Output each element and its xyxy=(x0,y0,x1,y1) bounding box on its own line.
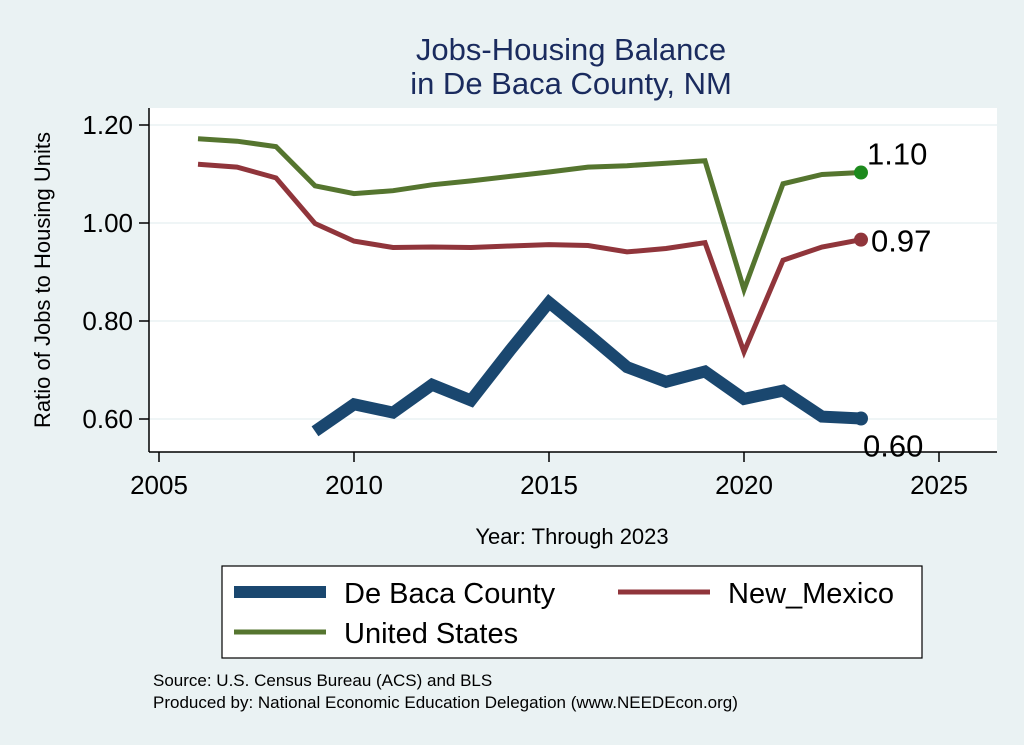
y-tick-label-0.80: 0.80 xyxy=(82,306,133,336)
legend-box xyxy=(221,565,923,659)
source-line: Source: U.S. Census Bureau (ACS) and BLS xyxy=(153,671,492,690)
y-axis-title: Ratio of Jobs to Housing Units xyxy=(30,132,55,428)
end-marker-de-baca-county xyxy=(854,411,868,426)
chart-title-line-2: in De Baca County, NM xyxy=(410,66,732,101)
x-tick-label-2025: 2025 xyxy=(910,470,968,500)
series-line-united-states xyxy=(197,136,862,298)
x-axis-title: Year: Through 2023 xyxy=(475,524,668,549)
x-tick-label-2015: 2015 xyxy=(520,470,578,500)
series-line-de-baca-county xyxy=(311,293,862,437)
legend: De Baca County New_Mexico United States xyxy=(221,565,923,659)
producer-line: Produced by: National Economic Education… xyxy=(153,693,738,712)
x-tick-label-2010: 2010 xyxy=(325,470,383,500)
y-tick-label-1.00: 1.00 xyxy=(82,208,133,238)
y-tick-label-1.20: 1.20 xyxy=(82,110,133,140)
end-label-new-mexico: 0.97 xyxy=(871,224,931,259)
y-tick-label-0.60: 0.60 xyxy=(82,404,133,434)
end-marker-new-mexico xyxy=(854,232,868,247)
end-labels: 0.97 1.10 0.60 xyxy=(863,137,931,464)
end-marker-united-states xyxy=(854,165,868,180)
axis-ticks: 0.60 0.80 1.00 1.20 2005 2010 2015 2020 2025 xyxy=(82,110,968,500)
series-lines xyxy=(197,136,868,437)
plot-area xyxy=(149,108,997,452)
legend-label-united-states: United States xyxy=(344,618,518,650)
end-label-de-baca-county: 0.60 xyxy=(863,429,923,464)
legend-label-new-mexico: New_Mexico xyxy=(728,578,894,610)
chart-title-line-1: Jobs-Housing Balance xyxy=(416,32,726,67)
end-label-united-states: 1.10 xyxy=(867,137,927,172)
x-tick-label-2020: 2020 xyxy=(715,470,773,500)
series-line-new-mexico xyxy=(197,161,862,359)
legend-label-de-baca: De Baca County xyxy=(344,578,556,610)
x-tick-label-2005: 2005 xyxy=(130,470,188,500)
